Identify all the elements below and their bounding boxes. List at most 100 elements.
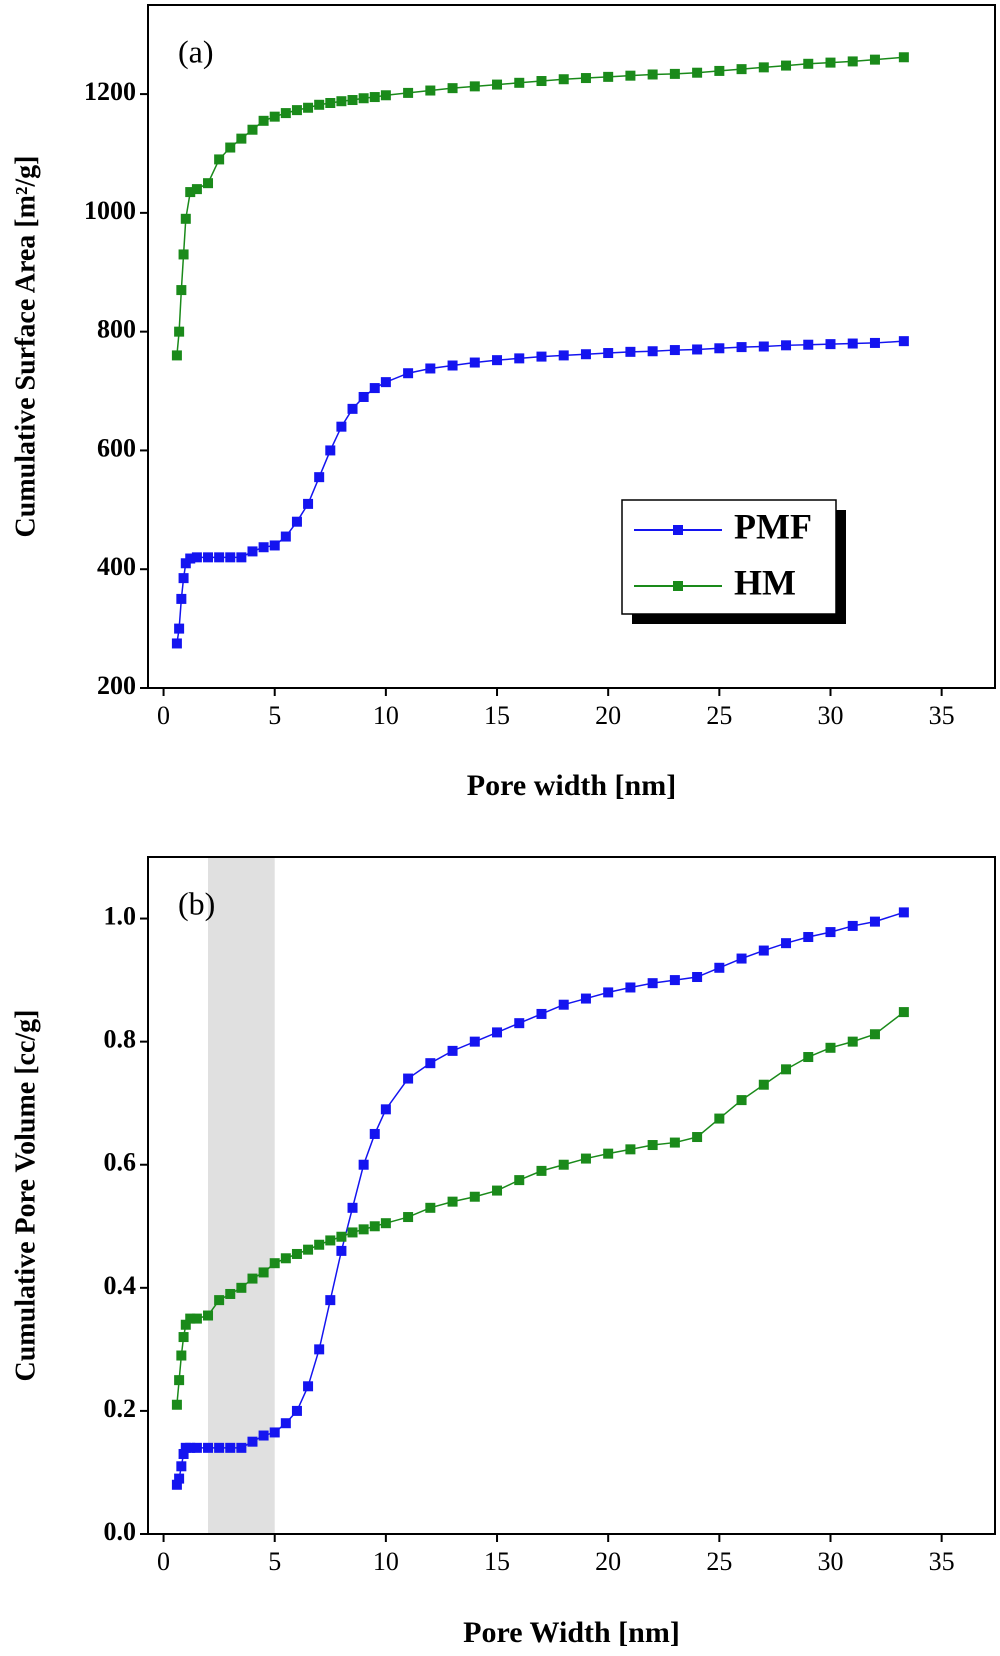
data-point bbox=[580, 993, 591, 1004]
data-point bbox=[191, 552, 202, 563]
data-point bbox=[898, 336, 909, 347]
data-point bbox=[280, 108, 291, 119]
data-point bbox=[758, 62, 769, 73]
data-point bbox=[647, 1140, 658, 1151]
y-axis-label: Cumulative Surface Area [m²/g] bbox=[10, 156, 41, 538]
x-axis-label: Pore Width [nm] bbox=[463, 1616, 680, 1649]
data-point bbox=[492, 79, 503, 90]
data-point bbox=[185, 553, 196, 564]
data-point bbox=[803, 932, 814, 943]
data-point bbox=[625, 1144, 636, 1155]
data-point bbox=[625, 346, 636, 357]
data-point bbox=[580, 1153, 591, 1164]
data-point bbox=[647, 978, 658, 989]
series-line bbox=[176, 56, 904, 356]
data-point bbox=[258, 1430, 269, 1441]
data-point bbox=[647, 346, 658, 357]
x-tick-label: 25 bbox=[706, 1547, 732, 1576]
data-point bbox=[758, 341, 769, 352]
data-point bbox=[214, 1295, 225, 1306]
data-point bbox=[174, 623, 185, 634]
data-point bbox=[178, 1332, 189, 1343]
legend bbox=[621, 499, 837, 615]
data-point bbox=[171, 350, 182, 361]
data-point bbox=[425, 85, 436, 96]
data-point bbox=[869, 1029, 880, 1040]
y-tick-label: 1.0 bbox=[104, 902, 137, 931]
y-tick-label: 800 bbox=[97, 315, 136, 344]
data-point bbox=[291, 1248, 302, 1259]
data-point bbox=[280, 1418, 291, 1429]
data-point bbox=[380, 1104, 391, 1115]
data-point bbox=[447, 1196, 458, 1207]
data-point bbox=[469, 81, 480, 92]
data-point bbox=[174, 326, 185, 337]
data-point bbox=[469, 357, 480, 368]
x-tick-label: 20 bbox=[595, 1547, 621, 1576]
data-point bbox=[714, 65, 725, 76]
data-point bbox=[247, 124, 258, 135]
data-point bbox=[692, 67, 703, 78]
data-point bbox=[514, 1018, 525, 1029]
data-point bbox=[403, 1073, 414, 1084]
x-tick-label: 5 bbox=[268, 701, 281, 730]
data-point bbox=[803, 339, 814, 350]
data-point bbox=[869, 916, 880, 927]
x-tick-label: 10 bbox=[373, 1547, 399, 1576]
data-point bbox=[447, 83, 458, 94]
data-point bbox=[269, 1258, 280, 1269]
x-tick-label: 25 bbox=[706, 701, 732, 730]
data-point bbox=[225, 142, 236, 153]
x-axis-label: Pore width [nm] bbox=[467, 769, 676, 802]
data-point bbox=[536, 76, 547, 87]
data-point bbox=[714, 1113, 725, 1124]
data-point bbox=[580, 349, 591, 360]
data-point bbox=[692, 972, 703, 983]
data-point bbox=[303, 102, 314, 113]
data-point bbox=[303, 1381, 314, 1392]
data-point bbox=[171, 1479, 182, 1490]
data-point bbox=[403, 1212, 414, 1223]
data-point bbox=[325, 445, 336, 456]
y-tick-label: 0.6 bbox=[104, 1148, 137, 1177]
x-tick-label: 20 bbox=[595, 701, 621, 730]
data-point bbox=[291, 105, 302, 116]
data-point bbox=[225, 1288, 236, 1299]
data-point bbox=[558, 1159, 569, 1170]
x-tick-label: 15 bbox=[484, 701, 510, 730]
data-point bbox=[185, 1442, 196, 1453]
x-tick-label: 30 bbox=[817, 1547, 843, 1576]
data-point bbox=[380, 90, 391, 101]
data-point bbox=[714, 962, 725, 973]
data-point bbox=[736, 953, 747, 964]
data-point bbox=[203, 552, 214, 563]
data-point bbox=[258, 1267, 269, 1278]
data-point bbox=[176, 1350, 187, 1361]
data-point bbox=[225, 1442, 236, 1453]
y-tick-label: 1000 bbox=[84, 196, 136, 225]
data-point bbox=[736, 342, 747, 353]
data-point bbox=[514, 77, 525, 88]
data-point bbox=[236, 552, 247, 563]
panel-label: (b) bbox=[178, 885, 215, 921]
data-point bbox=[469, 1191, 480, 1202]
y-tick-label: 200 bbox=[97, 671, 136, 700]
data-point bbox=[625, 70, 636, 81]
data-point bbox=[191, 1313, 202, 1324]
data-point bbox=[869, 54, 880, 65]
data-point bbox=[314, 1239, 325, 1250]
data-point bbox=[447, 1045, 458, 1056]
x-tick-label: 10 bbox=[373, 701, 399, 730]
data-point bbox=[178, 573, 189, 584]
data-point bbox=[558, 74, 569, 85]
data-point bbox=[176, 593, 187, 604]
data-point bbox=[669, 345, 680, 356]
data-point bbox=[303, 1244, 314, 1255]
data-point bbox=[269, 111, 280, 122]
x-tick-label: 35 bbox=[929, 701, 955, 730]
y-tick-label: 400 bbox=[97, 552, 136, 581]
data-point bbox=[174, 1375, 185, 1386]
data-point bbox=[191, 1442, 202, 1453]
data-point bbox=[236, 133, 247, 144]
data-point bbox=[425, 363, 436, 374]
